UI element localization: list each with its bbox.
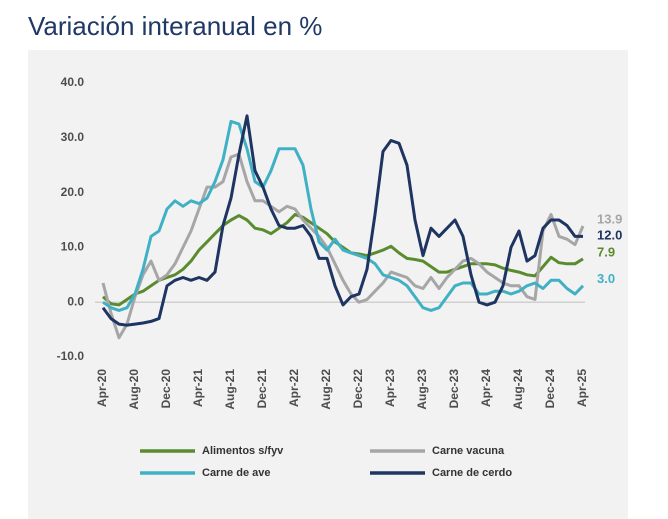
series-line — [102, 119, 585, 312]
data-label: 7.9 — [597, 244, 615, 259]
legend-label: Alimentos s/fyv — [202, 445, 284, 457]
x-tick-label: Aug-23 — [415, 369, 429, 410]
x-tick-label: Dec-20 — [159, 369, 173, 409]
x-tick-label: Apr-24 — [479, 369, 493, 407]
y-tick-label: 40.0 — [61, 75, 85, 89]
x-tick-label: Aug-24 — [511, 369, 525, 410]
x-tick-label: Aug-22 — [319, 369, 333, 410]
x-tick-label: Dec-21 — [255, 369, 269, 409]
y-tick-label: 20.0 — [61, 185, 85, 199]
x-tick-label: Apr-20 — [95, 369, 109, 407]
y-tick-label: -10.0 — [57, 349, 85, 363]
data-label: 3.0 — [597, 271, 615, 286]
x-tick-label: Apr-25 — [575, 369, 589, 407]
series-line — [102, 213, 584, 307]
y-tick-label: 0.0 — [67, 294, 84, 308]
x-tick-label: Dec-22 — [351, 369, 365, 409]
legend-label: Carne vacuna — [432, 445, 505, 457]
x-tick-label: Dec-23 — [447, 369, 461, 409]
x-tick-label: Apr-21 — [191, 369, 205, 407]
y-tick-label: 10.0 — [61, 240, 85, 254]
legend-label: Carne de cerdo — [432, 467, 512, 479]
x-tick-label: Apr-23 — [383, 369, 397, 407]
data-label: 12.0 — [597, 227, 622, 242]
x-tick-label: Aug-21 — [223, 369, 237, 410]
x-tick-label: Apr-22 — [287, 369, 301, 407]
x-tick-label: Dec-24 — [543, 369, 557, 409]
chart-title: Variación interanual en % — [28, 11, 322, 41]
y-tick-label: 30.0 — [61, 130, 85, 144]
legend-label: Carne de ave — [202, 467, 270, 479]
data-label: 13.9 — [597, 211, 622, 226]
series-line — [101, 114, 583, 327]
x-tick-label: Aug-20 — [127, 369, 141, 410]
